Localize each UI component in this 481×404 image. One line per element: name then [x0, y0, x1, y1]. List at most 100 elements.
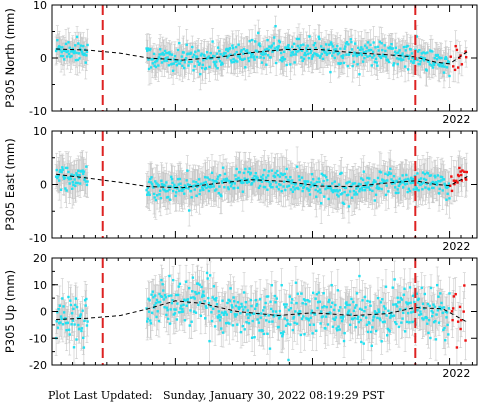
data-point: [174, 194, 177, 198]
data-point: [274, 171, 277, 175]
data-point: [439, 56, 442, 60]
data-point: [332, 48, 336, 51]
data-point: [382, 54, 386, 58]
data-point: [314, 46, 317, 50]
data-point: [231, 44, 234, 47]
data-point: [380, 187, 383, 191]
data-point: [187, 64, 190, 67]
data-point: [200, 186, 204, 189]
data-point: [56, 38, 59, 42]
data-point: [286, 47, 289, 51]
data-point: [422, 181, 425, 184]
data-point: [226, 49, 230, 53]
data-point: [66, 166, 69, 170]
plot-area: [54, 258, 468, 365]
data-point: [350, 196, 354, 199]
data-point: [85, 165, 88, 168]
data-point: [332, 51, 335, 54]
data-point: [212, 182, 215, 185]
y-tick-label: 10: [33, 0, 47, 12]
data-point: [315, 180, 319, 184]
data-point: [324, 187, 327, 191]
data-point: [337, 195, 340, 198]
data-point: [307, 52, 310, 56]
data-point: [203, 54, 206, 58]
data-point: [176, 177, 180, 181]
data-point: [439, 180, 442, 183]
y-tick-label: 0: [40, 52, 47, 65]
data-point: [423, 59, 426, 62]
data-point: [65, 50, 68, 54]
data-point: [244, 167, 247, 171]
data-point: [69, 177, 73, 181]
data-point: [184, 186, 188, 190]
data-point: [189, 51, 193, 55]
data-point: [308, 193, 312, 196]
data-point: [225, 47, 228, 51]
x-tick-label: 2022: [442, 113, 470, 126]
data-point: [434, 61, 437, 64]
data-point: [334, 48, 338, 51]
data-point: [384, 172, 387, 175]
data-point: [450, 175, 453, 178]
data-point: [164, 57, 167, 60]
data-point: [346, 64, 349, 68]
data-point: [268, 180, 271, 184]
data-point: [197, 178, 201, 181]
data-point: [281, 173, 285, 177]
data-point: [290, 51, 293, 54]
data-point: [154, 65, 158, 69]
data-point: [384, 193, 388, 197]
data-point: [187, 60, 191, 64]
data-point: [261, 177, 264, 181]
data-point: [182, 187, 185, 190]
data-point: [200, 182, 203, 185]
data-point: [394, 46, 398, 49]
data-point: [415, 187, 419, 190]
data-point: [375, 61, 378, 64]
data-point: [341, 56, 344, 60]
data-point: [317, 35, 320, 38]
data-point: [220, 63, 223, 66]
data-point: [406, 68, 410, 71]
data-point: [416, 50, 420, 53]
data-point: [275, 46, 278, 49]
data-point: [208, 186, 212, 189]
data-point: [356, 63, 359, 66]
data-point: [376, 176, 380, 180]
data-point: [286, 185, 289, 188]
data-point: [72, 51, 76, 55]
data-point: [365, 50, 368, 53]
data-point: [187, 209, 191, 212]
data-point: [389, 167, 392, 171]
data-point: [163, 49, 167, 53]
data-point: [456, 181, 459, 184]
data-point: [438, 64, 441, 68]
data-point: [192, 180, 195, 183]
data-point: [84, 61, 87, 64]
data-point: [366, 55, 369, 58]
data-point: [211, 179, 214, 182]
data-point: [285, 167, 288, 171]
data-point: [418, 48, 421, 52]
y-axis-label: P305 East (mm): [3, 138, 17, 230]
data-point: [234, 178, 238, 181]
data-point: [363, 185, 366, 189]
data-point: [449, 55, 452, 58]
data-point: [303, 180, 306, 183]
data-point: [206, 176, 209, 179]
data-point: [412, 188, 415, 191]
data-point: [150, 182, 154, 186]
data-point: [352, 54, 355, 57]
data-point: [403, 65, 407, 68]
data-point: [54, 49, 58, 53]
data-point: [230, 182, 233, 186]
data-point: [64, 42, 68, 46]
data-point: [391, 47, 394, 50]
data-point: [74, 58, 78, 62]
data-point: [410, 176, 413, 180]
data-point: [223, 185, 226, 189]
data-point: [432, 61, 435, 65]
data-point: [395, 52, 398, 55]
data-point: [330, 43, 333, 46]
